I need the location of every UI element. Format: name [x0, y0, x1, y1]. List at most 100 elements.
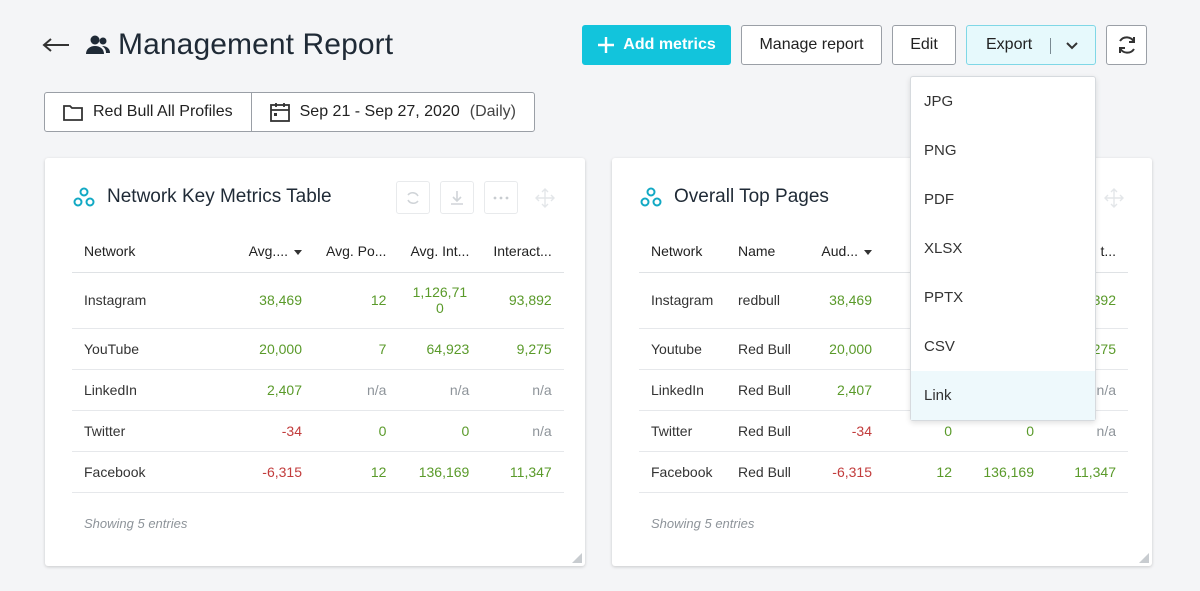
cell-value: 11,347	[481, 451, 564, 493]
cell-value: 12	[314, 451, 399, 493]
card-header: Network Key Metrics Table	[73, 186, 332, 208]
table-row: LinkedIn 2,407 n/a n/a n/a	[72, 369, 564, 411]
network-icon	[73, 187, 95, 207]
cell-name: Red Bull	[726, 369, 804, 411]
export-menu: JPG PNG PDF XLSX PPTX CSV Link	[910, 76, 1096, 421]
cell-network: Twitter	[72, 410, 222, 452]
cell-value: 9,275	[481, 328, 564, 370]
export-option-link[interactable]: Link	[911, 371, 1095, 420]
cell-value: 38,469	[804, 272, 884, 329]
resize-handle-icon[interactable]	[1139, 553, 1149, 563]
cell-value: 2,407	[222, 369, 314, 411]
export-option-png[interactable]: PNG	[924, 142, 957, 159]
cell-value: 0	[314, 410, 399, 452]
card-title: Overall Top Pages	[674, 186, 829, 207]
cell-name: Red Bull	[726, 328, 804, 370]
table-row: Facebook Red Bull -6,315 12 136,169 11,3…	[639, 451, 1128, 493]
cell-value: -34	[222, 410, 314, 452]
table-row: Twitter -34 0 0 n/a	[72, 410, 564, 452]
cell-value: 93,892	[481, 272, 564, 329]
users-icon	[86, 34, 110, 56]
cell-value: 20,000	[804, 328, 884, 370]
cell-network: Instagram	[72, 272, 222, 329]
cell-value: -6,315	[222, 451, 314, 493]
cell-network: Facebook	[639, 451, 726, 493]
plus-icon	[598, 37, 615, 53]
cell-value: 11,347	[1046, 451, 1128, 493]
table-row: YouTube 20,000 7 64,923 9,275	[72, 328, 564, 370]
page-title: Management Report	[118, 28, 394, 61]
cell-value: -6,315	[804, 451, 884, 493]
move-icon[interactable]	[1097, 181, 1131, 214]
sort-desc-icon	[294, 249, 302, 255]
cell-network: LinkedIn	[639, 369, 726, 411]
export-button[interactable]: Export	[966, 25, 1096, 65]
cell-value: n/a	[398, 369, 482, 411]
date-range-label: Sep 21 - Sep 27, 2020	[299, 103, 460, 120]
cell-name: redbull	[726, 272, 804, 329]
cell-network: Youtube	[639, 328, 726, 370]
column-header-sorted[interactable]: Aud...	[804, 230, 884, 273]
column-header[interactable]: Network	[639, 230, 726, 273]
back-arrow-icon[interactable]	[40, 30, 72, 60]
profile-filter-label: Red Bull All Profiles	[93, 103, 233, 120]
more-options-button[interactable]	[484, 181, 518, 214]
export-option-xlsx[interactable]: XLSX	[924, 240, 963, 257]
cell-value: 2,407	[804, 369, 884, 411]
table-row: Facebook -6,315 12 136,169 11,347	[72, 451, 564, 493]
cell-value: -34	[804, 410, 884, 452]
calendar-icon	[269, 103, 290, 122]
export-option-jpg[interactable]: JPG	[924, 93, 954, 110]
resize-handle-icon[interactable]	[572, 553, 582, 563]
sort-desc-icon	[864, 249, 872, 255]
move-icon[interactable]	[528, 181, 562, 214]
refresh-widget-button[interactable]	[396, 181, 430, 214]
cell-value: 136,169	[964, 451, 1046, 493]
refresh-button[interactable]	[1106, 25, 1147, 65]
export-label: Export	[986, 36, 1033, 53]
edit-button[interactable]: Edit	[892, 25, 956, 65]
export-option-csv[interactable]: CSV	[924, 338, 955, 355]
export-option-pptx[interactable]: PPTX	[924, 289, 964, 306]
export-separator	[1050, 38, 1051, 54]
cell-value: 1,126,71 0	[398, 272, 482, 329]
cell-value: 64,923	[398, 328, 482, 370]
cell-value: n/a	[481, 369, 564, 411]
table-row: Instagram 38,469 12 1,126,71 0 93,892	[72, 272, 564, 329]
add-metrics-button[interactable]: Add metrics	[582, 25, 731, 65]
cell-network: LinkedIn	[72, 369, 222, 411]
cell-value: 20,000	[222, 328, 314, 370]
cell-value: 12	[884, 451, 964, 493]
report-filters: Red Bull All Profiles Sep 21 - Sep 27, 2…	[44, 92, 535, 132]
download-icon	[451, 190, 463, 205]
cell-value: 38,469	[222, 272, 314, 329]
add-metrics-label: Add metrics	[623, 36, 716, 53]
cell-network: Facebook	[72, 451, 222, 493]
column-header-sorted[interactable]: Avg....	[222, 230, 314, 273]
column-header[interactable]: Name	[726, 230, 804, 273]
cell-value: n/a	[481, 410, 564, 452]
cell-name: Red Bull	[726, 451, 804, 493]
granularity-label: (Daily)	[469, 103, 516, 120]
card-header: Overall Top Pages	[640, 186, 829, 208]
cell-network: YouTube	[72, 328, 222, 370]
chevron-down-icon[interactable]	[1064, 38, 1080, 54]
download-widget-button[interactable]	[440, 181, 474, 214]
cell-value: 7	[314, 328, 399, 370]
cell-value: 0	[398, 410, 482, 452]
cell-name: Red Bull	[726, 410, 804, 452]
network-icon	[640, 187, 662, 207]
cell-value: 136,169	[398, 451, 482, 493]
manage-report-button[interactable]: Manage report	[741, 25, 882, 65]
column-header[interactable]: Avg. Int...	[398, 230, 482, 273]
cell-value: 12	[314, 272, 399, 329]
profile-filter[interactable]: Red Bull All Profiles	[45, 93, 251, 131]
network-key-metrics-card: Network Key Metrics Table Network Avg...…	[45, 158, 585, 566]
column-header[interactable]: Avg. Po...	[314, 230, 399, 273]
export-option-pdf[interactable]: PDF	[924, 191, 954, 208]
metrics-table: Network Avg.... Avg. Po... Avg. Int... I…	[72, 230, 564, 493]
column-header[interactable]: Network	[72, 230, 222, 273]
cell-network: Instagram	[639, 272, 726, 329]
column-header[interactable]: Interact...	[481, 230, 564, 273]
date-range-filter[interactable]: Sep 21 - Sep 27, 2020 (Daily)	[250, 93, 534, 131]
